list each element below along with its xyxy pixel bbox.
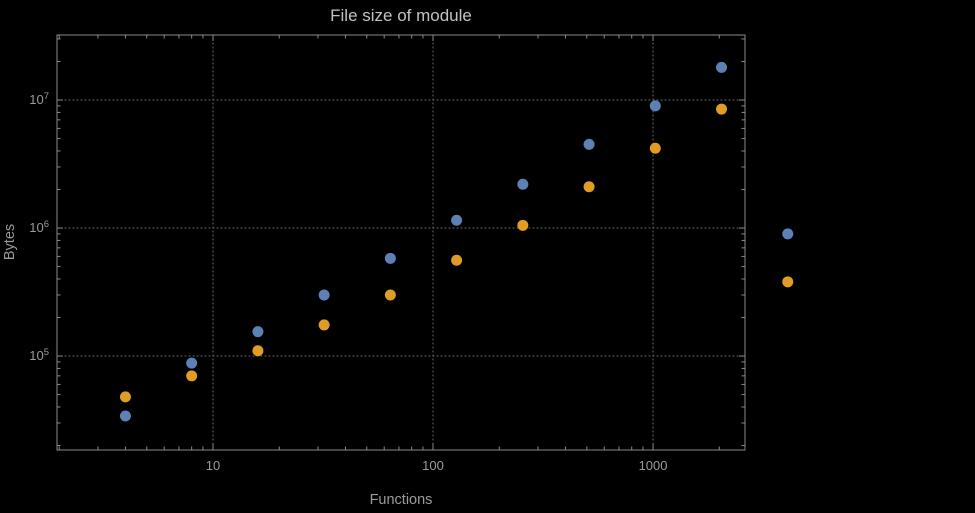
y-tick-label: 106 (29, 219, 49, 235)
series-orange-point (252, 345, 264, 357)
series-blue-point (119, 410, 131, 422)
series-blue-point (252, 326, 264, 338)
series-blue-point (782, 228, 794, 240)
series-blue-point (186, 357, 198, 369)
x-tick-label: 1000 (639, 458, 668, 473)
series-orange-point (716, 103, 728, 115)
series-blue-point (451, 214, 463, 226)
plot-frame (56, 34, 746, 451)
series-blue-point (517, 178, 529, 190)
chart-title: File size of module (330, 6, 472, 25)
series-orange-point (649, 142, 661, 154)
series-orange-point (517, 219, 529, 231)
series-blue-point (318, 289, 330, 301)
series-blue-point (716, 61, 728, 73)
x-axis-label: Functions (370, 492, 433, 508)
series-orange-point (186, 370, 198, 382)
series-orange-point (119, 391, 131, 403)
x-tick-label: 100 (422, 458, 444, 473)
plot-layer: 10 100 1000 105 106 107 (29, 34, 794, 473)
series-orange-point (318, 319, 330, 331)
x-tick-label: 10 (206, 458, 220, 473)
series-blue-point (384, 252, 396, 264)
series-blue-point (649, 100, 661, 112)
series-orange-point (583, 181, 595, 193)
series-orange-point (451, 254, 463, 266)
y-tick-label: 105 (29, 347, 49, 363)
series-blue-point (583, 138, 595, 150)
series-orange-point (384, 289, 396, 301)
y-axis-label: Bytes (2, 224, 18, 260)
series-orange-point (782, 276, 794, 288)
y-tick-label: 107 (29, 91, 49, 107)
